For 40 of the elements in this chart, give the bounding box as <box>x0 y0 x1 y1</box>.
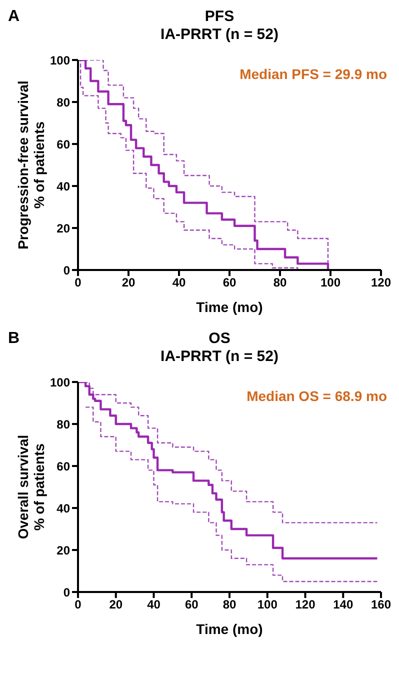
x-axis-title: Time (mo) <box>196 621 263 637</box>
x-tick-label: 120 <box>370 276 392 290</box>
y-tick-label: 40 <box>56 179 70 194</box>
x-tick-label: 60 <box>222 276 236 290</box>
y-tick-label: 20 <box>56 221 70 236</box>
x-tick-label: 0 <box>74 598 82 612</box>
y-tick-label: 80 <box>56 417 70 432</box>
y-tick-label: 100 <box>50 375 70 390</box>
x-tick-label: 140 <box>333 598 354 612</box>
x-axis-title: Time (mo) <box>196 299 263 315</box>
y-tick-label: 0 <box>63 263 70 278</box>
x-tick-label: 100 <box>257 598 278 612</box>
annotation: Median PFS = 29.9 mo <box>240 66 387 82</box>
x-tick-label: 80 <box>222 598 236 612</box>
x-tick-label: 80 <box>273 276 287 290</box>
x-tick-label: 40 <box>172 276 186 290</box>
chart-subtitle: IA-PRRT (n = 52) <box>160 26 280 44</box>
y-tick-label: 100 <box>50 53 70 68</box>
chart-title: PFS <box>204 8 236 26</box>
y-axis-title: Overall survival % of patients <box>15 434 47 540</box>
text: A <box>8 8 20 26</box>
x-tick-label: 20 <box>109 598 123 612</box>
y-tick-label: 20 <box>56 543 70 558</box>
x-tick-label: 160 <box>370 598 392 612</box>
y-tick-label: 80 <box>56 95 70 110</box>
y-tick-label: 60 <box>56 459 70 474</box>
y-tick-label: 0 <box>63 585 70 600</box>
x-tick-label: 120 <box>295 598 316 612</box>
text: B <box>8 330 20 348</box>
x-tick-label: 100 <box>320 276 341 290</box>
y-tick-label: 40 <box>56 501 70 516</box>
chart-subtitle: IA-PRRT (n = 52) <box>160 348 280 366</box>
x-tick-label: 40 <box>147 598 161 612</box>
x-tick-label: 0 <box>74 276 82 290</box>
x-tick-label: 20 <box>122 276 136 290</box>
chart-title: OS <box>208 330 232 348</box>
y-tick-label: 60 <box>56 137 70 152</box>
x-tick-label: 60 <box>184 598 199 612</box>
y-axis-title: Progression-free survival % of patients <box>15 80 47 250</box>
annotation: Median OS = 68.9 mo <box>246 388 387 404</box>
